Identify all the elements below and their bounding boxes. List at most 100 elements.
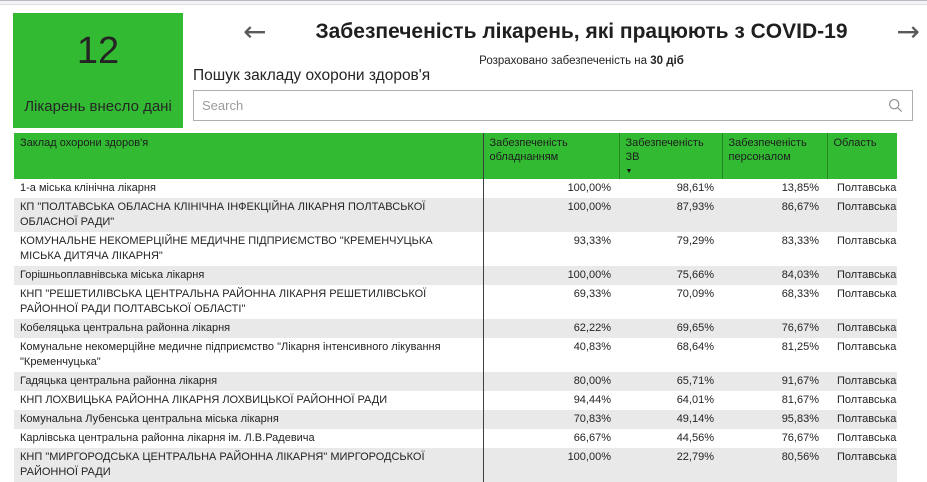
table-row[interactable]: Комунальна Лубенська центральна міська л… xyxy=(14,410,897,429)
region-cell: Полтавська xyxy=(837,394,897,406)
region-cell: Полтавська xyxy=(837,201,897,213)
search-icon xyxy=(889,99,902,112)
col-header-label: Забезпеченість обладнанням xyxy=(489,137,568,163)
protective-value-cell: 70,09% xyxy=(676,288,714,300)
table-row[interactable]: КНП "МИРГОРОДСЬКА ЦЕНТРАЛЬНА РАЙОННА ЛІК… xyxy=(14,448,897,482)
search-box[interactable] xyxy=(193,90,913,121)
equipment-value-cell: 100,00% xyxy=(567,451,611,463)
table-row[interactable]: Карлівська центральна районна лікарня ім… xyxy=(14,429,897,448)
equipment-value-cell: 70,83% xyxy=(573,413,611,425)
col-header-label: Забезпеченість персоналом xyxy=(728,137,807,163)
hospital-name-cell: КП "ПОЛТАВСЬКА ОБЛАСНА КЛІНІЧНА ІНФЕКЦІЙ… xyxy=(14,198,484,232)
equipment-value-cell: 62,22% xyxy=(573,322,611,334)
region-cell: Полтавська xyxy=(837,235,897,247)
table-row[interactable]: Кобеляцька центральна районна лікарня 62,… xyxy=(14,319,897,338)
hospital-table: Заклад охорони здоров'я Забезпеченість о… xyxy=(14,133,897,482)
col-header-hospital[interactable]: Заклад охорони здоров'я xyxy=(14,133,484,179)
subtitle-text: Розраховано забезпеченість на xyxy=(479,55,651,67)
protective-value-cell: 65,71% xyxy=(676,375,714,387)
protective-value-cell: 79,29% xyxy=(676,235,714,247)
protective-value-cell: 49,14% xyxy=(676,413,714,425)
region-cell: Полтавська xyxy=(837,269,897,281)
table-row[interactable]: Горішньоплавнівська міська лікарня 100,00… xyxy=(14,266,897,285)
staff-value-cell: 95,83% xyxy=(781,413,819,425)
hospital-name-cell: Комунальна Лубенська центральна міська л… xyxy=(14,410,484,429)
hospital-name-cell: Горішньоплавнівська міська лікарня xyxy=(14,266,484,285)
protective-value-cell: 22,79% xyxy=(676,451,714,463)
staff-value-cell: 13,85% xyxy=(781,182,819,194)
hospital-name-cell: Карлівська центральна районна лікарня ім… xyxy=(14,429,484,448)
table-header-row: Заклад охорони здоров'я Забезпеченість о… xyxy=(14,133,897,179)
table-body: 1-а міська клінічна лікарня 100,00% 98,61%… xyxy=(14,179,897,482)
kpi-label: Лікарень внесло дані xyxy=(24,98,172,115)
next-page-arrow-icon[interactable]: → xyxy=(896,15,920,48)
equipment-value-cell: 40,83% xyxy=(573,341,611,353)
page-subtitle: Розраховано забезпеченість на 30 діб xyxy=(243,55,920,67)
region-cell: Полтавська xyxy=(837,413,897,425)
search-input[interactable] xyxy=(194,91,888,120)
hospital-name-cell: 1-а міська клінічна лікарня xyxy=(14,179,484,198)
col-header-protective[interactable]: Забезпеченість ЗВ ▼ xyxy=(618,133,722,179)
table-row[interactable]: КНП "РЕШЕТИЛІВСЬКА ЦЕНТРАЛЬНА РАЙОННА ЛІ… xyxy=(14,285,897,319)
equipment-value-cell: 66,67% xyxy=(573,432,611,444)
protective-value-cell: 98,61% xyxy=(676,182,714,194)
region-cell: Полтавська xyxy=(837,288,897,300)
col-header-label: Забезпеченість ЗВ xyxy=(625,137,704,163)
equipment-value-cell: 100,00% xyxy=(567,269,611,281)
kpi-value: 12 xyxy=(76,30,120,72)
protective-value-cell: 87,93% xyxy=(676,201,714,213)
staff-value-cell: 91,67% xyxy=(781,375,819,387)
table-row[interactable]: КНП ЛОХВИЦЬКА РАЙОННА ЛІКАРНЯ ЛОХВИЦЬКОЇ… xyxy=(14,391,897,410)
page-title: Забезпеченість лікарень, які працюють з … xyxy=(315,20,848,43)
region-cell: Полтавська xyxy=(837,182,897,194)
sort-desc-icon: ▼ xyxy=(625,168,633,175)
col-header-label: Заклад охорони здоров'я xyxy=(20,137,149,149)
col-header-equipment[interactable]: Забезпеченість обладнанням xyxy=(483,133,619,179)
hospital-name-cell: КОМУНАЛЬНЕ НЕКОМЕРЦІЙНЕ МЕДИЧНЕ ПІДПРИЄМ… xyxy=(14,232,484,266)
region-cell: Полтавська xyxy=(837,341,897,353)
table-row[interactable]: 1-а міська клінічна лікарня 100,00% 98,61%… xyxy=(14,179,897,198)
hospital-name-cell: Гадяцька центральна районна лікарня xyxy=(14,372,484,391)
region-cell: Полтавська xyxy=(837,375,897,387)
protective-value-cell: 44,56% xyxy=(676,432,714,444)
search-label: Пошук закладу охорони здоров'я xyxy=(193,67,431,84)
staff-value-cell: 76,67% xyxy=(781,322,819,334)
hospital-name-cell: КНП ЛОХВИЦЬКА РАЙОННА ЛІКАРНЯ ЛОХВИЦЬКОЇ… xyxy=(14,391,484,410)
hospital-name-cell: Комунальне некомерційне медичне підприєм… xyxy=(14,338,484,372)
table-row[interactable]: КОМУНАЛЬНЕ НЕКОМЕРЦІЙНЕ МЕДИЧНЕ ПІДПРИЄМ… xyxy=(14,232,897,266)
protective-value-cell: 75,66% xyxy=(676,269,714,281)
staff-value-cell: 81,25% xyxy=(781,341,819,353)
subtitle-days: 30 діб xyxy=(650,55,684,67)
staff-value-cell: 84,03% xyxy=(781,269,819,281)
hospital-name-cell: Кобеляцька центральна районна лікарня xyxy=(14,319,484,338)
region-cell: Полтавська xyxy=(837,451,897,463)
staff-value-cell: 76,67% xyxy=(781,432,819,444)
equipment-value-cell: 69,33% xyxy=(573,288,611,300)
region-cell: Полтавська xyxy=(837,322,897,334)
report-header: ← Забезпеченість лікарень, які працюють … xyxy=(243,13,920,51)
kpi-card: 12 Лікарень внесло дані xyxy=(13,13,183,128)
table-row[interactable]: КП "ПОЛТАВСЬКА ОБЛАСНА КЛІНІЧНА ІНФЕКЦІЙ… xyxy=(14,198,897,232)
col-header-region[interactable]: Область xyxy=(826,133,897,179)
protective-value-cell: 68,64% xyxy=(676,341,714,353)
equipment-value-cell: 93,33% xyxy=(573,235,611,247)
table-row[interactable]: Комунальне некомерційне медичне підприєм… xyxy=(14,338,897,372)
equipment-value-cell: 94,44% xyxy=(573,394,611,406)
prev-page-arrow-icon[interactable]: ← xyxy=(243,15,267,48)
top-strip xyxy=(0,0,927,5)
staff-value-cell: 68,33% xyxy=(781,288,819,300)
equipment-value-cell: 100,00% xyxy=(567,182,611,194)
protective-value-cell: 64,01% xyxy=(676,394,714,406)
col-header-staff[interactable]: Забезпеченість персоналом xyxy=(721,133,827,179)
region-cell: Полтавська xyxy=(837,432,897,444)
protective-value-cell: 69,65% xyxy=(676,322,714,334)
hospital-name-cell: КНП "РЕШЕТИЛІВСЬКА ЦЕНТРАЛЬНА РАЙОННА ЛІ… xyxy=(14,285,484,319)
staff-value-cell: 80,56% xyxy=(781,451,819,463)
staff-value-cell: 83,33% xyxy=(781,235,819,247)
table-row[interactable]: Гадяцька центральна районна лікарня 80,00… xyxy=(14,372,897,391)
equipment-value-cell: 80,00% xyxy=(573,375,611,387)
col-header-label: Область xyxy=(833,137,877,149)
staff-value-cell: 86,67% xyxy=(781,201,819,213)
hospital-name-cell: КНП "МИРГОРОДСЬКА ЦЕНТРАЛЬНА РАЙОННА ЛІК… xyxy=(14,448,484,482)
staff-value-cell: 81,67% xyxy=(781,394,819,406)
